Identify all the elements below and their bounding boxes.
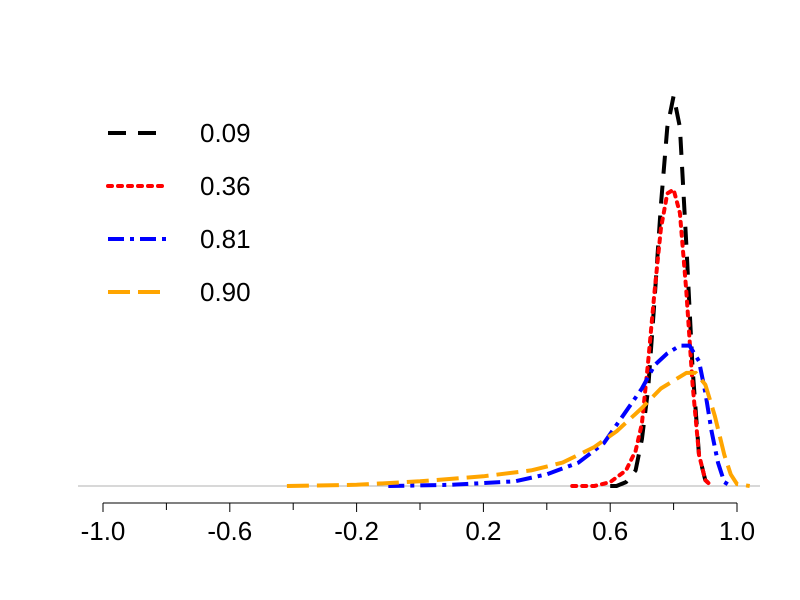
legend-label: 0.90: [200, 277, 251, 307]
series-line-0-36: [570, 187, 714, 488]
x-tick-label: 1.0: [719, 516, 755, 546]
x-tick-label: -1.0: [81, 516, 126, 546]
legend-label: 0.81: [200, 224, 251, 254]
series-line-0-09: [610, 94, 713, 488]
series-line-0-90: [286, 370, 750, 488]
x-axis-ticks: [102, 503, 738, 512]
series-group: [286, 94, 750, 488]
legend-label: 0.09: [200, 118, 251, 148]
series-line-0-81: [388, 343, 732, 488]
legend-label: 0.36: [200, 171, 251, 201]
x-axis-tick-labels: -1.0 -0.6 -0.2 0.2 0.6 1.0: [81, 516, 755, 546]
x-tick-label: 0.2: [465, 516, 501, 546]
legend: 0.09 0.36 0.81 0.90: [106, 118, 251, 307]
x-tick-label: -0.2: [334, 516, 379, 546]
x-tick-label: 0.6: [592, 516, 628, 546]
x-tick-label: -0.6: [207, 516, 252, 546]
